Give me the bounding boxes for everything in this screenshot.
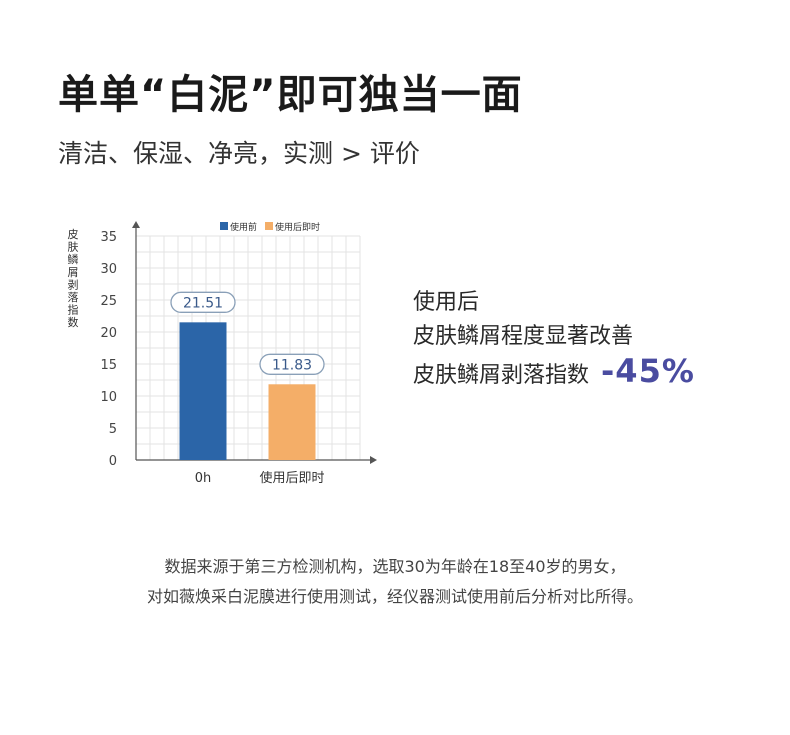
y-tick-label: 35 [100,230,117,245]
page-title: 单单“白泥”即可独当一面 [58,72,523,118]
legend-label: 使用前 [230,221,257,233]
result-metric-label: 皮肤鳞屑剥落指数 [413,363,590,388]
y-tick-label: 25 [100,294,117,309]
data-label-pill [170,291,236,313]
y-axis-label-char: 鳞 [68,252,79,266]
y-axis-label-char: 肤 [68,240,79,254]
result-panel: 使用后 皮肤鳞屑程度显著改善 皮肤鳞屑剥落指数 -45% [413,286,695,393]
bar-chart: 0 5 10 15 20 25 30 35 皮肤鳞屑剥落指数使用前 使用后即时 21.51 0h 11.… [60,215,390,495]
bar [179,322,227,460]
y-axis-label-char: 皮 [68,228,79,241]
y-tick-label: 10 [100,390,117,405]
y-axis-label-char: 落 [68,291,79,304]
result-line-1: 使用后 [413,290,480,315]
footnote-line-1: 数据来源于第三方检测机构，选取30为年龄在18至40岁的男女， [164,557,626,576]
y-axis-label-char: 数 [68,316,79,329]
data-label: 21.51 [183,295,223,311]
bar [268,384,316,460]
y-tick-label: 20 [100,326,117,341]
x-axis-arrow [370,456,377,464]
y-tick-label: 0 [109,454,117,469]
y-tick-label: 15 [100,358,117,373]
y-axis-label-char: 指 [68,303,79,317]
result-line-3: 皮肤鳞屑剥落指数 -45% [413,354,695,393]
footnote: 数据来源于第三方检测机构，选取30为年龄在18至40岁的男女， 对如薇焕采白泥膜… [0,552,790,612]
y-tick-label: 5 [109,422,117,437]
y-axis-label-char: 屑 [68,266,79,279]
page-subtitle: 清洁、保湿、净亮，实测 > 评价 [58,139,420,168]
data-label-pill [259,353,325,375]
y-axis-arrow [132,221,140,228]
legend-label: 使用后即时 [275,221,320,233]
footnote-line-2: 对如薇焕采白泥膜进行使用测试，经仪器测试使用前后分析对比所得。 [146,587,643,606]
x-tick-label: 使用后即时 [259,470,324,486]
data-label: 11.83 [272,357,312,373]
x-tick-label: 0h [195,471,212,486]
legend-swatch [220,222,228,230]
result-change-value: -45% [601,352,695,390]
y-tick-label: 30 [100,262,117,277]
result-line-2: 皮肤鳞屑程度显著改善 [413,324,634,349]
y-axis-label-char: 剥 [68,278,79,291]
legend-swatch [265,222,273,230]
